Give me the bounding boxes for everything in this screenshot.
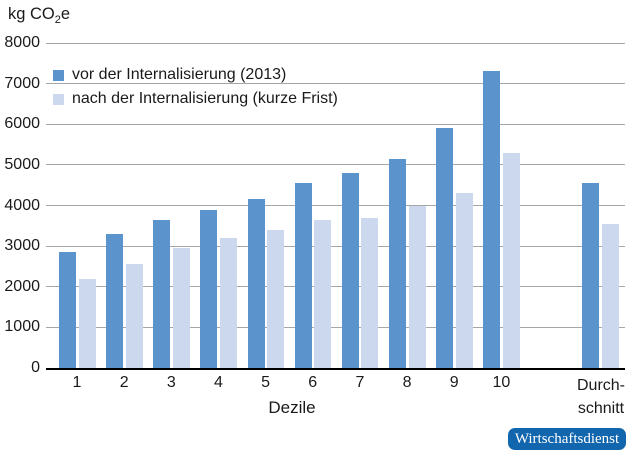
x-tick-label: 8	[402, 374, 412, 391]
unit-suffix: e	[60, 5, 71, 23]
legend: vor der Internalisierung (2013) nach der…	[53, 63, 338, 111]
bar-vor	[294, 183, 312, 368]
gridline	[46, 205, 625, 206]
bar-nach	[455, 193, 473, 368]
legend-label-vor: vor der Internalisierung (2013)	[72, 66, 287, 83]
wirtschaftsdienst-badge: Wirtschaftsdienst	[508, 428, 626, 450]
bar-vor	[247, 199, 265, 368]
y-tick-label: 6000	[4, 115, 40, 133]
x-tick-label: 3	[166, 374, 176, 391]
bar-vor	[106, 233, 124, 368]
y-tick-label: 1000	[4, 318, 40, 336]
bar-nach	[172, 248, 190, 368]
x-tick-label: 7	[355, 374, 365, 391]
bar-vor	[200, 209, 218, 368]
x-tick-label: 2	[119, 374, 129, 391]
bar-vor	[582, 183, 599, 368]
gridline	[46, 326, 625, 328]
legend-item-vor: vor der Internalisierung (2013)	[53, 63, 338, 87]
x-tick-label-durchschnitt: Durch-schnitt	[576, 377, 625, 417]
bar-nach	[361, 217, 379, 368]
bar-nach	[601, 223, 619, 368]
y-tick-label: 7000	[4, 74, 40, 92]
y-tick-label: 4000	[4, 196, 40, 214]
legend-marker-vor	[53, 69, 64, 81]
bar-nach	[502, 152, 520, 368]
x-axis-line	[46, 367, 625, 370]
y-tick-label: 5000	[4, 155, 40, 173]
bar-nach	[408, 205, 426, 368]
bar-vor	[341, 173, 359, 368]
x-tick-label: 1	[72, 374, 82, 391]
gridline	[46, 245, 625, 247]
x-axis-title: Dezile	[268, 398, 316, 417]
x-tick-label: 10	[492, 374, 511, 391]
gridline	[46, 83, 625, 85]
gridline	[46, 42, 625, 44]
gridline	[46, 123, 625, 125]
unit-subscript: 2	[54, 14, 61, 26]
x-tick-label: 5	[261, 374, 271, 391]
legend-label-nach: nach der Internalisierung (kurze Frist)	[72, 90, 338, 107]
bar-nach	[125, 264, 143, 368]
y-tick-label: 3000	[4, 237, 40, 255]
bar-vor	[389, 158, 407, 368]
gridline	[46, 164, 625, 166]
bar-vor	[483, 71, 501, 368]
y-tick-label: 8000	[4, 34, 40, 51]
bar-nach	[78, 278, 96, 368]
bar-nach	[314, 219, 332, 368]
legend-item-nach: nach der Internalisierung (kurze Frist)	[53, 87, 338, 111]
bar-vor	[59, 252, 76, 368]
unit-prefix: kg CO	[8, 5, 55, 23]
bar-nach	[267, 229, 285, 368]
x-tick-label: 4	[213, 374, 223, 391]
x-tick-label: 9	[449, 374, 459, 391]
y-tick-label: 2000	[4, 277, 40, 295]
y-tick-label: 0	[31, 359, 40, 376]
bar-vor	[153, 219, 171, 368]
bar-nach	[219, 238, 237, 368]
gridline	[46, 286, 625, 288]
bar-vor	[436, 128, 454, 368]
legend-marker-nach	[53, 93, 64, 105]
x-tick-label: 6	[308, 374, 318, 391]
y-axis-unit-label: kg CO2e	[8, 5, 70, 26]
